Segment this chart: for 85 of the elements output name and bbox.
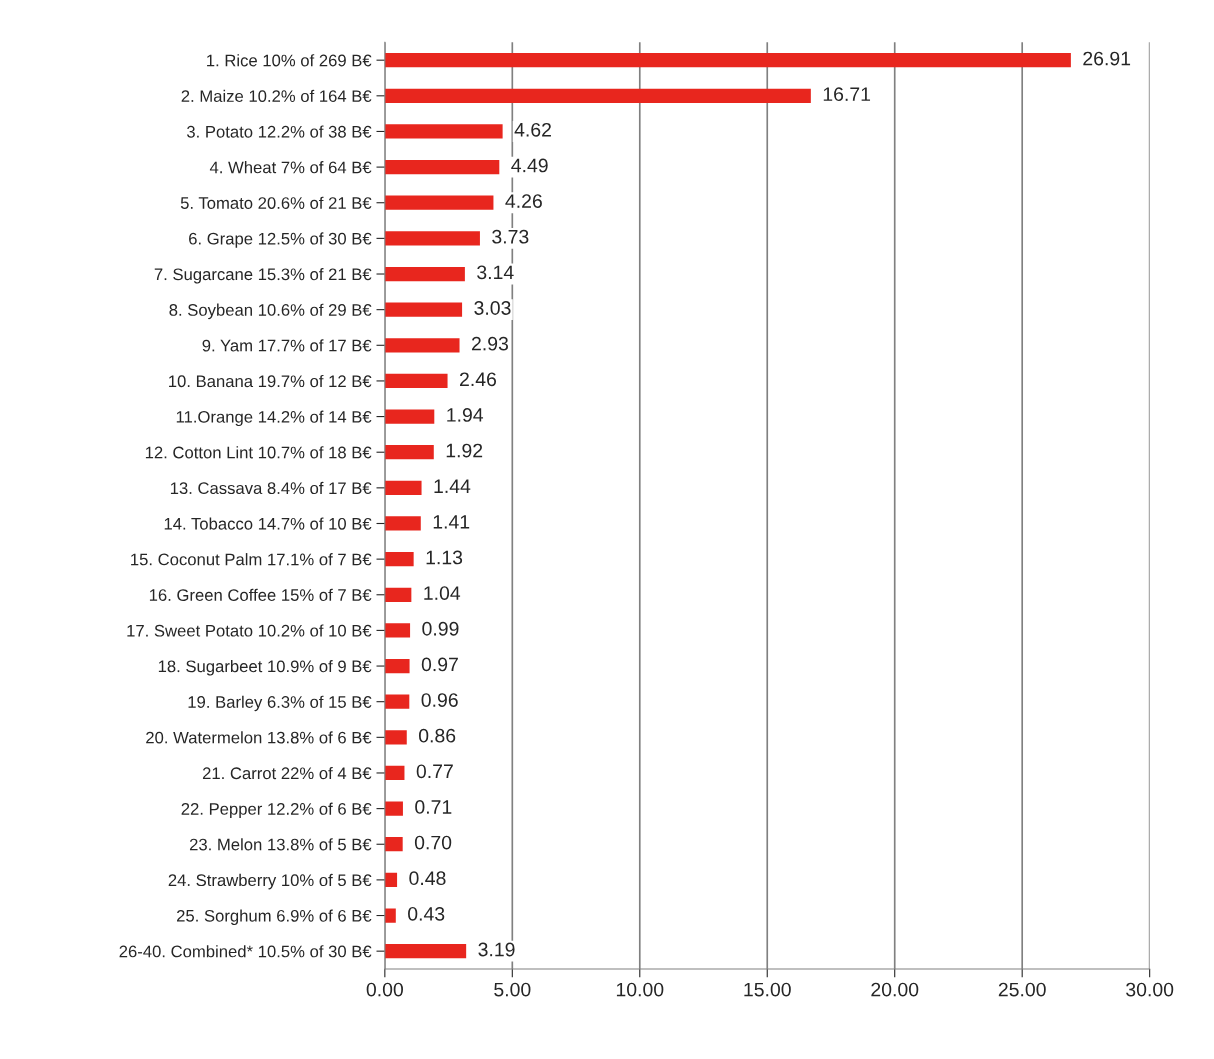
y-tick-label: 24. Strawberry 10% of 5 B€ <box>168 873 372 890</box>
y-tick-label: 26-40. Combined* 10.5% of 30 B€ <box>119 945 372 958</box>
x-tick-label: 25.00 <box>998 982 1046 997</box>
x-tick-label: 0.00 <box>366 982 403 997</box>
bar <box>384 409 435 424</box>
data-label: 16.71 <box>823 87 871 102</box>
y-tick-label: 4. Wheat 7% of 64 B€ <box>209 161 372 174</box>
bar <box>384 516 421 531</box>
bar <box>384 302 463 317</box>
data-label: 1.92 <box>446 443 483 458</box>
y-tick-label: 16. Green Coffee 15% of 7 B€ <box>149 588 372 601</box>
y-tick-label: 22. Pepper 12.2% of 6 B€ <box>181 802 372 819</box>
y-tick-label: 5. Tomato 20.6% of 21 B€ <box>180 196 372 209</box>
bar <box>384 124 503 139</box>
data-label: 4.62 <box>514 122 551 137</box>
x-tick-label: 5.00 <box>494 982 531 997</box>
bar <box>384 837 403 852</box>
y-tick-label: 12. Cotton Lint 10.7% of 18 B€ <box>145 446 372 459</box>
bar <box>384 445 434 460</box>
y-tick-label: 6. Grape 12.5% of 30 B€ <box>189 232 372 248</box>
data-label: 2.46 <box>460 372 497 387</box>
data-label: 0.97 <box>421 657 458 672</box>
y-tick-label: 9. Yam 17.7% of 17 B€ <box>202 339 372 352</box>
y-tick-label: 7. Sugarcane 15.3% of 21 B€ <box>154 268 372 284</box>
bar <box>384 53 1071 68</box>
x-tick-label: 15.00 <box>744 982 791 997</box>
y-tick-label: 19. Barley 6.3% of 15 B€ <box>188 695 372 712</box>
y-tick-label: 13. Cassava 8.4% of 17 B€ <box>170 481 372 495</box>
bar <box>384 801 403 816</box>
bar <box>384 730 407 745</box>
y-tick-label: 11.Orange 14.2% of 14 B€ <box>176 410 372 427</box>
data-label: 0.77 <box>416 764 453 779</box>
y-tick-label: 23. Melon 13.8% of 5 B€ <box>189 838 372 851</box>
data-label: 1.94 <box>447 408 484 422</box>
y-tick-label: 25. Sorghum 6.9% of 6 B€ <box>177 909 372 926</box>
bar <box>384 480 422 495</box>
data-label: 1.44 <box>434 479 471 493</box>
bar <box>384 159 500 175</box>
data-label: 0.86 <box>418 728 456 743</box>
x-tick-label: 10.00 <box>616 982 664 997</box>
y-tick-label: 8. Soybean 10.6% of 29 B€ <box>169 303 372 320</box>
bar <box>384 944 467 959</box>
data-label: 0.43 <box>408 906 445 921</box>
bar <box>384 195 494 210</box>
bar <box>384 658 410 674</box>
y-tick-label: 21. Carrot 22% of 4 B€ <box>202 766 372 780</box>
bar <box>384 338 460 353</box>
bar <box>384 373 448 389</box>
data-label: 3.14 <box>477 265 514 280</box>
data-label: 3.73 <box>492 229 529 244</box>
bar <box>384 623 411 638</box>
bar <box>384 231 480 246</box>
data-label: 0.48 <box>409 871 446 886</box>
data-label: 26.91 <box>1083 51 1131 66</box>
data-label: 2.93 <box>471 336 508 351</box>
y-tick-label: 18. Sugarbeet 10.9% of 9 B€ <box>158 660 372 676</box>
data-label: 3.19 <box>478 942 515 957</box>
data-label: 4.26 <box>505 194 542 208</box>
data-label: 0.70 <box>414 835 452 850</box>
data-label: 0.99 <box>422 621 459 636</box>
y-tick-label: 3. Potato 12.2% of 38 B€ <box>186 125 372 138</box>
y-tick-label: 20. Watermelon 13.8% of 6 B€ <box>146 731 372 744</box>
data-label: 0.96 <box>421 693 458 707</box>
data-label: 0.71 <box>415 800 452 814</box>
y-tick-label: 1. Rice 10% of 269 B€ <box>207 54 372 67</box>
y-tick-label: 10. Banana 19.7% of 12 B€ <box>169 374 372 388</box>
bar <box>384 587 412 602</box>
bar <box>384 694 410 709</box>
bar <box>384 908 396 923</box>
bar <box>384 872 398 888</box>
data-label: 1.04 <box>424 586 461 600</box>
y-tick-label: 17. Sweet Potato 10.2% of 10 B€ <box>127 624 372 637</box>
bar <box>384 266 465 282</box>
bar <box>384 88 811 103</box>
y-tick-label: 14. Tobacco 14.7% of 10 B€ <box>164 517 372 530</box>
bar <box>384 765 405 781</box>
data-label: 3.03 <box>474 301 511 315</box>
bar <box>384 552 414 567</box>
y-tick-label: 15. Coconut Palm 17.1% of 7 B€ <box>131 553 372 566</box>
y-tick-label: 2. Maize 10.2% of 164 B€ <box>181 89 372 103</box>
data-label: 1.41 <box>433 515 470 529</box>
data-label: 1.13 <box>426 550 463 565</box>
x-tick-label: 30.00 <box>1126 982 1174 997</box>
x-tick-label: 20.00 <box>871 982 919 997</box>
data-label: 4.49 <box>511 158 548 173</box>
